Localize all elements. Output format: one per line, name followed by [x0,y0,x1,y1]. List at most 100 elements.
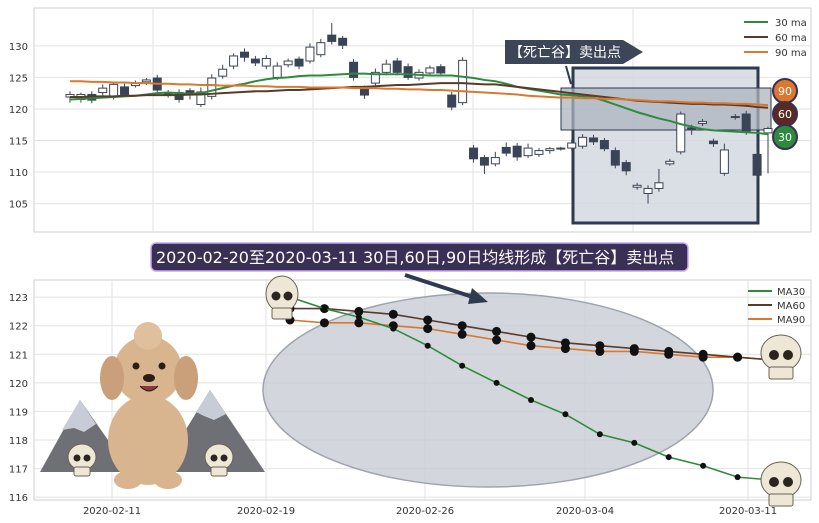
candle-body [523,147,533,157]
candle-body [599,140,609,150]
y-tick-label: 119 [9,407,28,418]
legend-label-60ma: 60 ma [775,33,807,44]
badge-90: 90 [772,78,798,104]
arrow-icon [404,273,483,302]
candle-body [556,147,566,150]
candle-body [250,58,260,64]
candle-body [741,113,751,133]
caption: 2020-02-20至2020-03-11 30日,60日,90日均线形成【死亡… [150,242,689,272]
data-point-MA30 [493,379,500,386]
data-point-MA60 [388,309,398,319]
data-point-MA60 [492,326,502,336]
x-tick-label: 2020-03-11 [719,506,777,517]
candle-body [316,42,326,56]
legend-label-90ma: 90 ma [775,48,807,59]
candle-body [338,37,348,46]
data-point-MA30 [424,342,431,349]
candle-body [708,140,718,145]
banner-text: 【死亡谷】卖出点 [509,45,621,61]
data-point-MA30 [459,362,466,369]
candle-body [665,160,675,165]
data-point-MA60 [733,352,743,362]
data-point-MA30 [665,454,672,461]
candle-body [490,157,500,165]
y-tick-label: 125 [9,73,28,84]
candle-body [229,55,239,67]
skull-icon [760,461,802,507]
y-tick-label: 122 [9,322,28,333]
y-tick-label: 120 [9,379,28,390]
data-point-MA30 [390,325,397,332]
candle-body [261,57,271,67]
candle-body [676,113,686,153]
y-tick-label: 115 [9,137,28,148]
bottom-y-axis: 116 117 118 119 120 121 122 123 [9,293,28,504]
data-point-MA90 [457,329,467,339]
candle-body [610,150,620,166]
data-point-MA60 [354,306,364,316]
death-valley-band [560,87,772,131]
x-tick-label: 2020-02-11 [83,506,141,517]
skull-icon [760,334,802,380]
data-point-MA90 [319,318,329,328]
svg-text:90: 90 [778,85,792,98]
data-point-MA30 [355,314,362,321]
y-tick-label: 130 [9,42,28,53]
candle-body [447,94,457,108]
candle-body [719,149,729,174]
legend-label-MA90: MA90 [777,315,805,326]
candle-body [458,59,468,104]
candle-body [643,187,653,195]
candle-body [698,121,708,124]
candle-body [578,136,588,147]
candle-body [730,116,740,119]
caption-text: 2020-02-20至2020-03-11 30日,60日,90日均线形成【死亡… [156,248,674,267]
candle-body [501,146,511,154]
x-tick-label: 2020-02-26 [396,506,454,517]
caption-box [150,242,689,272]
candle-body [327,34,337,42]
candle-body [294,58,304,67]
data-point-MA60 [457,321,467,331]
candle-body [752,153,762,176]
candle-body [403,66,413,78]
ma-series [285,294,777,483]
data-point-MA30 [321,305,328,312]
x-tick-label: 2020-03-04 [556,506,614,517]
data-point-MA90 [526,341,536,351]
top-chart: 105 110 115 120 125 130 【死亡谷】卖出点 30 ma 60 ma … [9,7,812,233]
data-point-MA90 [423,324,433,334]
poodle-icon [100,322,198,489]
legend-label-MA60: MA60 [777,301,805,312]
y-tick-label: 118 [9,436,28,447]
candle-body [589,137,598,143]
data-point-MA30 [528,397,534,403]
data-point-MA60 [664,346,674,356]
candle-body [381,63,391,73]
ma-lines [69,72,769,136]
y-tick-label: 110 [9,168,28,179]
data-point-MA30 [734,474,741,481]
candle-body [621,162,631,172]
top-legend: 30 ma 60 ma 90 ma [744,18,807,59]
badge-30: 30 [772,124,798,150]
bottom-legend: MA30 MA60 MA90 [748,287,805,326]
candle-body [272,65,282,78]
candle-body [305,46,315,62]
legend-label-MA30: MA30 [777,287,805,298]
candle-body [349,61,359,78]
candle-body [632,184,642,188]
candle-body [763,128,773,134]
top-y-axis: 105 110 115 120 125 130 [9,42,28,211]
data-point-MA60 [423,315,433,325]
candle-body [218,68,228,77]
series-line-ma90 [70,80,769,107]
candle-body [141,79,151,83]
candle-body [240,51,249,58]
arrow-head [468,288,488,304]
candle-body [392,60,402,73]
data-point-MA60 [629,344,639,354]
candle-body [687,127,697,131]
